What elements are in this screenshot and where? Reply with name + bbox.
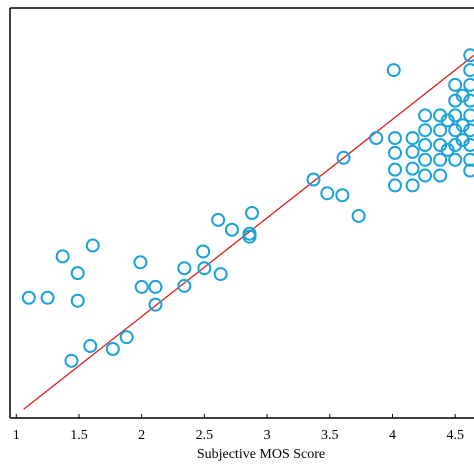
point <box>448 77 463 92</box>
x-tick-label: 3 <box>264 428 271 443</box>
point <box>387 178 402 193</box>
point <box>463 63 474 78</box>
point <box>83 339 98 354</box>
point <box>440 142 455 157</box>
point <box>242 229 257 244</box>
point <box>448 152 463 167</box>
point <box>405 144 420 159</box>
point <box>433 168 448 183</box>
point <box>369 131 384 146</box>
x-tick-label: 1.5 <box>70 428 88 443</box>
point <box>463 163 474 178</box>
point <box>418 108 433 123</box>
point <box>351 208 366 223</box>
x-tick-label: 4.5 <box>446 428 464 443</box>
point <box>463 152 474 167</box>
point <box>455 118 470 133</box>
point <box>70 293 85 308</box>
point <box>386 63 401 78</box>
point <box>134 279 149 294</box>
point <box>418 152 433 167</box>
point <box>197 261 212 276</box>
x-tick-label: 2.5 <box>196 428 214 443</box>
point <box>336 150 351 165</box>
point <box>196 244 211 259</box>
point <box>405 131 420 146</box>
point <box>440 113 455 128</box>
point <box>70 266 85 281</box>
point <box>148 279 163 294</box>
point <box>119 330 134 345</box>
point <box>148 297 163 312</box>
point <box>21 290 36 305</box>
point <box>211 212 226 227</box>
point <box>463 108 474 123</box>
point <box>224 222 239 237</box>
point <box>433 152 448 167</box>
point <box>463 48 474 63</box>
point <box>405 178 420 193</box>
point <box>455 88 470 103</box>
point <box>463 77 474 92</box>
point <box>40 290 55 305</box>
x-tick-label: 2 <box>138 428 145 443</box>
point <box>245 206 260 220</box>
point <box>85 238 100 253</box>
point <box>177 261 192 276</box>
x-tick-label: 4 <box>389 428 396 443</box>
point <box>455 133 470 148</box>
point <box>55 249 70 264</box>
point <box>387 162 402 177</box>
fit-line <box>23 54 474 410</box>
point <box>213 267 228 282</box>
point <box>418 168 433 183</box>
point <box>387 145 402 160</box>
point <box>177 278 192 293</box>
point <box>133 255 148 270</box>
point <box>387 131 402 146</box>
point <box>64 353 79 368</box>
point <box>335 188 350 203</box>
point <box>306 172 321 187</box>
point <box>320 186 335 201</box>
point <box>105 342 120 357</box>
point <box>418 123 433 138</box>
point <box>405 161 420 176</box>
point <box>418 137 433 152</box>
x-axis-label: Subjective MOS Score <box>197 447 325 462</box>
point <box>433 123 448 138</box>
x-tick-label: 1 <box>13 428 20 443</box>
x-tick-label: 3.5 <box>321 428 339 443</box>
